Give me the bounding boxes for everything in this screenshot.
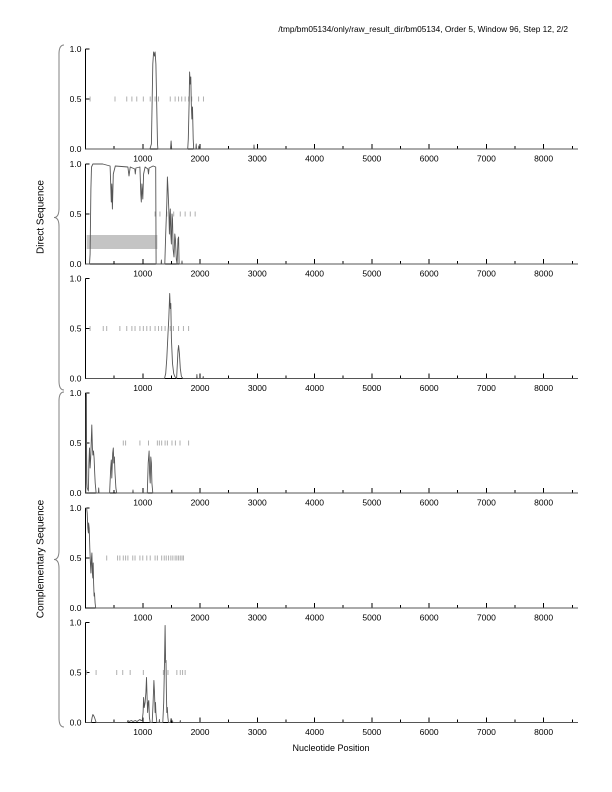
x-tick-label: 2000 <box>191 498 210 508</box>
y-tick-label: 1.0 <box>70 44 82 54</box>
x-tick-label: 3000 <box>248 383 267 393</box>
half-probability-marks <box>106 555 184 561</box>
panel-complementary-frame-1: 1.0 0.5 0.0 1000 2000 3000 4000 5000 6000 7000 800… <box>70 388 578 508</box>
direct-sequence-brace <box>53 44 65 391</box>
panel-complementary-frame-3: 1.0 0.5 0.0 1000 2000 3000 4000 5000 6000 7000 800… <box>70 618 578 737</box>
plot-title: /tmp/bm05134/only/raw_result_dir/bm05134… <box>278 24 568 34</box>
y-tick-label: 1.0 <box>70 503 82 513</box>
x-tick-label: 7000 <box>477 383 496 393</box>
x-tick-label: 5000 <box>362 383 381 393</box>
y-tick-label: 0.5 <box>70 324 82 334</box>
y-tick-label: 0.5 <box>70 209 82 219</box>
axes <box>85 508 578 609</box>
y-tick-label: 0.0 <box>70 488 82 498</box>
x-tick-label: 7000 <box>477 269 496 279</box>
prediction-band <box>86 235 158 249</box>
x-tick-label: 5000 <box>362 269 381 279</box>
y-tick-label: 1.0 <box>70 388 82 398</box>
half-probability-marks <box>89 96 204 102</box>
axes <box>85 622 578 723</box>
x-tick-label: 2000 <box>191 727 210 737</box>
x-tick-label: 8000 <box>534 498 553 508</box>
x-tick-label: 8000 <box>534 613 553 623</box>
axes <box>85 49 578 150</box>
half-probability-marks <box>89 326 190 331</box>
x-tick-label: 3000 <box>248 154 267 164</box>
probability-curve <box>85 51 578 150</box>
complementary-sequence-brace <box>53 391 65 728</box>
probability-curve <box>85 392 578 494</box>
x-tick-label: 7000 <box>477 613 496 623</box>
x-axis-title: Nucleotide Position <box>292 743 370 753</box>
x-tick-label: 3000 <box>248 613 267 623</box>
x-tick-label: 7000 <box>477 727 496 737</box>
x-tick-label: 4000 <box>305 269 324 279</box>
y-tick-label: 0.0 <box>70 374 82 384</box>
y-tick-label: 0.5 <box>70 94 82 104</box>
x-tick-label: 5000 <box>362 498 381 508</box>
x-tick-label: 2000 <box>191 269 210 279</box>
x-tick-label: 6000 <box>420 269 439 279</box>
x-tick-label: 6000 <box>420 498 439 508</box>
x-tick-label: 3000 <box>248 269 267 279</box>
x-tick-label: 1000 <box>133 154 152 164</box>
panel-direct-frame-3: 1.0 0.5 0.0 1000 2000 3000 4000 5000 6000 7000 800… <box>70 274 578 393</box>
y-tick-label: 0.0 <box>70 144 82 154</box>
panel-direct-frame-2: 1.0 0.5 0.0 1000 2000 3000 4000 5000 6000 7000 800… <box>70 159 578 279</box>
x-tick-label: 7000 <box>477 154 496 164</box>
x-tick-label: 4000 <box>305 154 324 164</box>
x-tick-label: 7000 <box>477 498 496 508</box>
half-probability-marks <box>86 670 186 675</box>
y-tick-label: 1.0 <box>70 274 82 284</box>
x-tick-label: 6000 <box>420 154 439 164</box>
x-tick-label: 1000 <box>133 727 152 737</box>
x-tick-label: 1000 <box>133 613 152 623</box>
panel-direct-frame-1: 1.0 0.5 0.0 1000 2000 3000 4000 5000 6000 7000 800… <box>70 44 578 164</box>
x-tick-label: 6000 <box>420 727 439 737</box>
x-tick-label: 2000 <box>191 383 210 393</box>
axes <box>85 278 578 379</box>
x-tick-label: 8000 <box>534 269 553 279</box>
probability-curve <box>85 293 578 379</box>
probability-curve <box>85 163 578 265</box>
y-tick-label: 0.5 <box>70 668 82 678</box>
x-tick-label: 8000 <box>534 727 553 737</box>
x-tick-label: 1000 <box>133 383 152 393</box>
x-tick-label: 3000 <box>248 727 267 737</box>
x-tick-label: 6000 <box>420 613 439 623</box>
x-tick-label: 4000 <box>305 613 324 623</box>
half-probability-marks <box>122 440 190 446</box>
x-tick-label: 5000 <box>362 613 381 623</box>
y-tick-label: 1.0 <box>70 618 82 628</box>
x-tick-label: 3000 <box>248 498 267 508</box>
x-tick-label: 1000 <box>133 498 152 508</box>
axes <box>85 164 578 265</box>
y-tick-label: 0.5 <box>70 438 82 448</box>
x-tick-label: 2000 <box>191 154 210 164</box>
x-tick-label: 4000 <box>305 727 324 737</box>
x-tick-label: 4000 <box>305 383 324 393</box>
y-tick-label: 1.0 <box>70 159 82 169</box>
y-tick-label: 0.0 <box>70 718 82 728</box>
x-tick-label: 1000 <box>133 269 152 279</box>
x-tick-label: 8000 <box>534 383 553 393</box>
x-tick-label: 4000 <box>305 498 324 508</box>
x-tick-label: 6000 <box>420 383 439 393</box>
x-tick-label: 5000 <box>362 154 381 164</box>
panel-complementary-frame-2: 1.0 0.5 0.0 1000 2000 3000 4000 5000 6000 7000 800… <box>70 503 578 623</box>
x-tick-label: 8000 <box>534 154 553 164</box>
probability-curve <box>85 507 578 609</box>
x-tick-label: 5000 <box>362 727 381 737</box>
half-probability-marks <box>154 211 196 217</box>
y-tick-label: 0.0 <box>70 259 82 269</box>
y-tick-label: 0.5 <box>70 553 82 563</box>
y-tick-label: 0.0 <box>70 603 82 613</box>
probability-curve <box>85 625 578 723</box>
x-tick-label: 2000 <box>191 613 210 623</box>
